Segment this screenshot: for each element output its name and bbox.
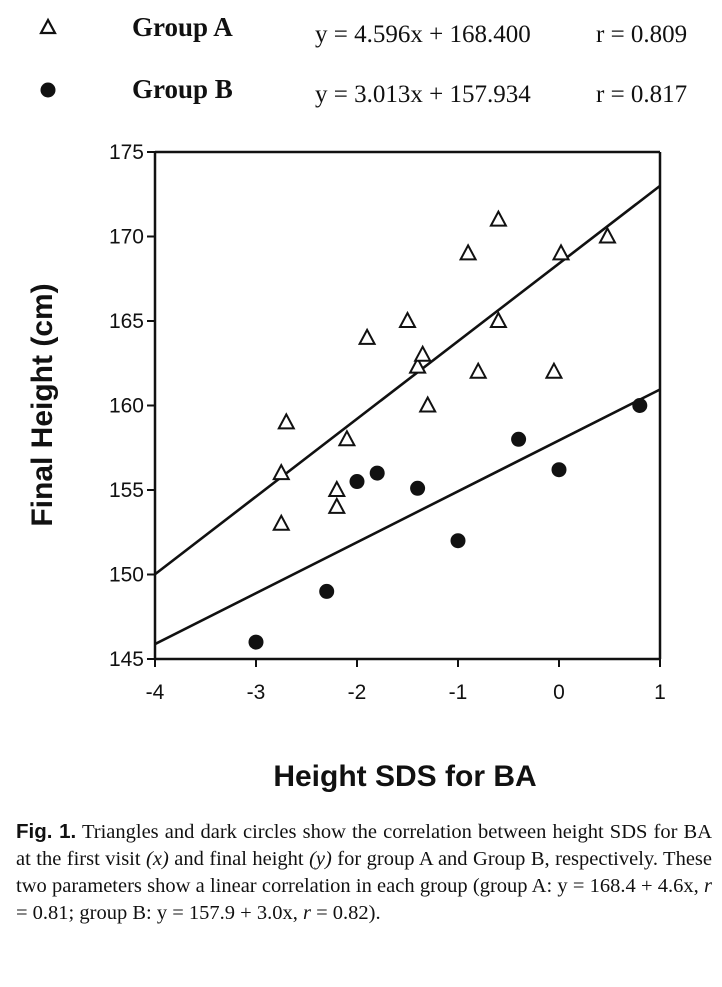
triangle-point-group-a xyxy=(357,327,377,345)
figure-caption: Fig. 1. Triangles and dark circles show … xyxy=(16,818,712,927)
x-tick-label: -1 xyxy=(449,681,468,704)
circle-point-group-b xyxy=(248,634,264,650)
legend-r-group-b: r = 0.817 xyxy=(596,81,687,108)
legend-equation-group-a: y = 4.596x + 168.400 xyxy=(315,21,531,48)
x-tick-label: -4 xyxy=(146,681,165,704)
triangle-point-group-a xyxy=(327,479,346,497)
circle-point-group-b xyxy=(319,583,335,599)
circle-point-group-b xyxy=(349,474,365,490)
circle-point-group-b xyxy=(410,480,426,496)
y-tick-label: 145 xyxy=(109,648,144,671)
triangle-point-group-a xyxy=(327,496,346,514)
y-tick-label: 165 xyxy=(109,310,144,333)
legend: Group A y = 4.596x + 168.400 r = 0.809 G… xyxy=(39,12,687,108)
y-tick-label: 150 xyxy=(109,564,144,587)
caption-segment: Triangles and dark circles show the corr… xyxy=(16,821,712,870)
triangle-point-group-a xyxy=(469,361,488,379)
triangle-point-group-a xyxy=(551,243,571,261)
fit-lines xyxy=(154,184,661,646)
legend-label-group-a: Group A xyxy=(132,12,233,42)
caption-segment: for group A and Group B, respectively. T… xyxy=(16,848,712,897)
circle-point-group-b xyxy=(450,533,466,549)
caption-fig-label: Fig. 1. xyxy=(16,820,77,843)
triangle-point-group-a xyxy=(277,412,296,430)
legend-entry-group-a: Group A y = 4.596x + 168.400 r = 0.809 xyxy=(39,12,687,48)
triangle-point-group-a xyxy=(489,209,508,227)
scatter-chart: Group A y = 4.596x + 168.400 r = 0.809 G… xyxy=(26,12,687,793)
caption-segment: (x) xyxy=(146,848,169,870)
x-tick-label: -3 xyxy=(247,681,266,704)
legend-entry-group-b: Group B y = 3.013x + 157.934 r = 0.817 xyxy=(40,74,687,108)
legend-circle-marker xyxy=(40,82,56,98)
legend-label-group-b: Group B xyxy=(132,74,233,104)
caption-segment: = 0.81; group B: y = 157.9 + 3.0x, xyxy=(16,902,303,924)
circle-point-group-b xyxy=(632,398,648,413)
data-points xyxy=(248,209,648,650)
triangle-point-group-a xyxy=(337,429,357,447)
caption-text: Triangles and dark circles show the corr… xyxy=(16,821,712,924)
triangle-point-group-a xyxy=(408,356,427,374)
x-tick-label: 0 xyxy=(553,681,565,704)
circle-point-group-b xyxy=(551,462,567,478)
triangle-point-group-a xyxy=(398,310,417,328)
x-tick-label: 1 xyxy=(654,681,666,704)
triangle-point-group-a xyxy=(598,226,617,244)
caption-segment: (y) xyxy=(309,848,332,870)
caption-segment: and final height xyxy=(168,848,310,870)
caption-segment: r xyxy=(302,902,311,924)
triangle-point-group-a xyxy=(489,310,508,328)
y-tick-label: 160 xyxy=(109,395,144,418)
fit-line-group-a xyxy=(154,184,661,576)
y-tick-label: 170 xyxy=(109,226,144,249)
y-tick-label: 155 xyxy=(109,479,144,502)
circle-point-group-b xyxy=(369,465,385,481)
triangle-point-group-a xyxy=(272,462,291,481)
caption-segment: = 0.82). xyxy=(310,902,381,924)
caption-segment: r xyxy=(704,875,712,897)
legend-triangle-marker xyxy=(39,17,57,35)
fit-line-group-b xyxy=(154,388,661,646)
legend-r-group-a: r = 0.809 xyxy=(596,21,687,48)
y-axis-title: Final Height (cm) xyxy=(26,283,59,526)
triangle-point-group-a xyxy=(272,513,291,531)
triangle-point-group-a xyxy=(458,243,478,261)
triangle-point-group-a xyxy=(418,395,437,413)
circle-point-group-b xyxy=(511,431,527,447)
legend-equation-group-b: y = 3.013x + 157.934 xyxy=(315,81,531,108)
triangle-point-group-a xyxy=(544,361,564,379)
triangle-point-group-a xyxy=(413,344,432,362)
x-axis-title: Height SDS for BA xyxy=(273,760,536,793)
x-tick-label: -2 xyxy=(348,681,367,704)
y-tick-label: 175 xyxy=(109,141,144,164)
axes: 145 150 155 160 165 170 175 -4 -3 -2 -1 0 1 xyxy=(109,141,666,704)
